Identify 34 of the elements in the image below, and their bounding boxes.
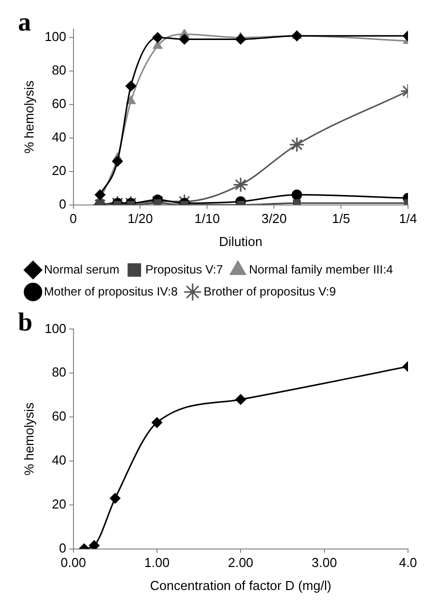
x-tick-label: 1/5 — [332, 211, 350, 226]
legend-label: Normal serum — [44, 262, 120, 276]
y-tick-label: 20 — [52, 162, 66, 178]
y-axis-title: % hemolysis — [21, 402, 36, 476]
x-axis-title: Concentration of factor D (mg/l) — [150, 578, 332, 593]
x-tick-label: 0.00 — [60, 555, 86, 570]
legend-label: Propositus V:7 — [145, 262, 224, 276]
y-tick-label: 0 — [59, 196, 66, 212]
y-tick-label: 100 — [44, 29, 66, 44]
chart-title: b — [18, 307, 32, 336]
y-tick-label: 20 — [52, 496, 66, 512]
x-tick-label: 1/4 — [398, 211, 418, 226]
y-tick-label: 40 — [52, 129, 66, 144]
y-axis-title: % hemolysis — [21, 80, 36, 154]
y-tick-label: 80 — [52, 62, 66, 78]
y-tick-label: 80 — [52, 364, 66, 380]
x-tick-label: 4.0 — [398, 555, 418, 570]
y-tick-label: 0 — [59, 540, 66, 556]
legend-label: Mother of propositus IV:8 — [44, 284, 178, 298]
x-tick-label: 1/10 — [194, 211, 220, 226]
x-axis-title: Dilution — [218, 234, 262, 249]
x-tick-label: 1.00 — [144, 555, 170, 570]
y-tick-label: 60 — [52, 408, 66, 424]
y-tick-label: 60 — [52, 96, 66, 112]
x-tick-label: 3/20 — [261, 211, 287, 226]
legend-label: Normal family member III:4 — [248, 262, 394, 276]
legend-label: Brother of propositus V:9 — [204, 284, 336, 298]
x-tick-label: 0 — [70, 211, 77, 226]
y-tick-label: 40 — [52, 452, 66, 468]
x-tick-label: 1/20 — [128, 211, 153, 226]
x-tick-label: 2.00 — [228, 555, 254, 570]
y-tick-label: 100 — [44, 320, 66, 336]
chart-title: a — [18, 7, 31, 36]
x-tick-label: 3.00 — [312, 555, 337, 570]
